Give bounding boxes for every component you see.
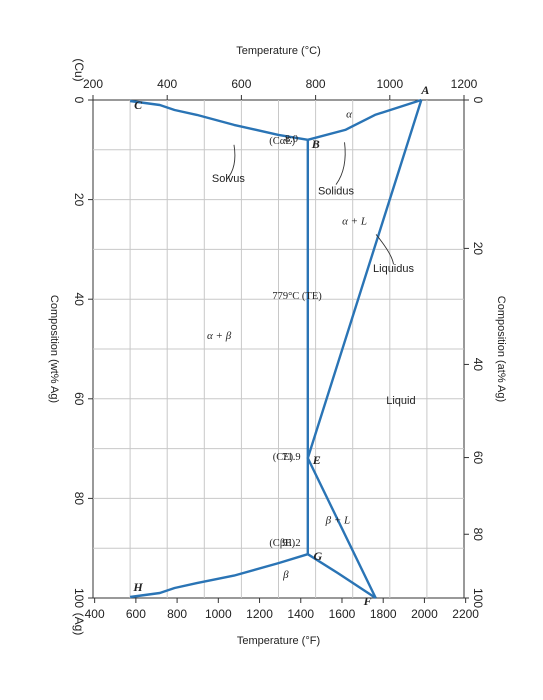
phase-boundaries: [129, 98, 423, 600]
region-label-alpha-beta: α + β: [207, 330, 232, 342]
y-right-tick-label: 1000: [205, 607, 232, 621]
y-left-tick-label: 1200: [451, 77, 478, 91]
diagram-labels: A B C E F G Hα α + L α + β Liquid β + L β Solidus Liq…: [132, 83, 429, 608]
y-right-axis-title: Temperature (°F): [237, 635, 320, 647]
point-label-G: G: [313, 549, 322, 563]
y-left-tick-label: 200: [83, 77, 103, 91]
region-label-alpha: α: [346, 108, 352, 120]
solidus-curve: [307, 98, 422, 141]
solvus-leader: [226, 144, 236, 180]
x-bottom-axis-title: Composition (wt% Ag): [48, 295, 60, 403]
region-label-beta-liquid: β + L: [325, 514, 351, 526]
x-bottom-tick-label: 80: [72, 492, 86, 506]
x-bottom-tick-label: 20: [72, 193, 86, 207]
y-right-tick-label: 600: [126, 607, 146, 621]
solvus-curve: [129, 99, 308, 141]
y-left-tick-label: 600: [231, 77, 251, 91]
x-bottom-tick-label: 0: [72, 97, 86, 104]
y-right-tick-label: 400: [85, 607, 105, 621]
point-label-C: C: [134, 98, 143, 112]
point-label-E: E: [312, 453, 321, 467]
eutectic-temperature-label: 779°C (TE): [272, 291, 322, 302]
x-top-tick-label: 100: [471, 588, 485, 608]
eutectic-composition-symbol: (CE): [273, 452, 294, 463]
y-left-tick-label: 800: [306, 77, 326, 91]
x-bottom-tick-label: 40: [72, 293, 86, 307]
solvus-curve: [129, 553, 309, 599]
region-label-beta: β: [282, 569, 289, 581]
beta-eutectic-composition-symbol: (CβE): [269, 538, 295, 549]
x-bottom-tick-label: 60: [72, 392, 86, 406]
beta-eutectic-composition-value: 91.2: [282, 538, 300, 549]
y-left-tick-label: 400: [157, 77, 177, 91]
y-right-tick-label: 2200: [452, 607, 479, 621]
alpha-eutectic-composition-symbol: (CαE): [269, 136, 295, 147]
y-right-tick-label: 1600: [329, 607, 356, 621]
eutectic-composition-value: 71.9: [282, 452, 300, 463]
y-right-tick-label: 1200: [246, 607, 273, 621]
point-label-H: H: [132, 580, 143, 594]
x-top-axis-title: Composition (at% Ag): [495, 296, 507, 402]
grid: [93, 100, 464, 598]
solidus-label: Solidus: [318, 186, 355, 198]
solidus-leader: [335, 142, 346, 185]
x-top-tick-label: 20: [471, 242, 485, 256]
point-label-A: A: [420, 83, 429, 97]
y-left-axis-title: Temperature (°C): [236, 45, 320, 57]
x-top-tick-label: 0: [471, 97, 485, 104]
alpha-eutectic-composition-value: 8.0: [285, 134, 298, 145]
x-top-tick-label: 60: [471, 451, 485, 465]
y-left-tick-label: 1000: [376, 77, 403, 91]
y-right-tick-label: 1400: [287, 607, 314, 621]
axes: 0 20 40 60 80 100 (Cu) (Ag) Composition (wt% Ag)…: [48, 45, 507, 647]
y-right-tick-label: 800: [167, 607, 187, 621]
region-label-alpha-liquid: α + L: [342, 216, 367, 228]
liquidus-label: Liquidus: [373, 263, 414, 275]
solidus-curve: [307, 553, 377, 600]
x-bottom-end-label-right: (Ag): [72, 613, 86, 636]
point-label-B: B: [311, 137, 320, 151]
y-right-tick-label: 2000: [411, 607, 438, 621]
x-top-tick-label: 40: [471, 358, 485, 372]
x-top-tick-label: 80: [471, 528, 485, 542]
y-right-tick-label: 1800: [370, 607, 397, 621]
region-label-liquid: Liquid: [386, 395, 415, 407]
x-bottom-end-label-left: (Cu): [72, 58, 86, 81]
solvus-label: Solvus: [212, 173, 246, 185]
liquidus-leader: [375, 234, 394, 265]
x-bottom-tick-label: 100: [72, 588, 86, 608]
point-label-F: F: [363, 594, 372, 608]
